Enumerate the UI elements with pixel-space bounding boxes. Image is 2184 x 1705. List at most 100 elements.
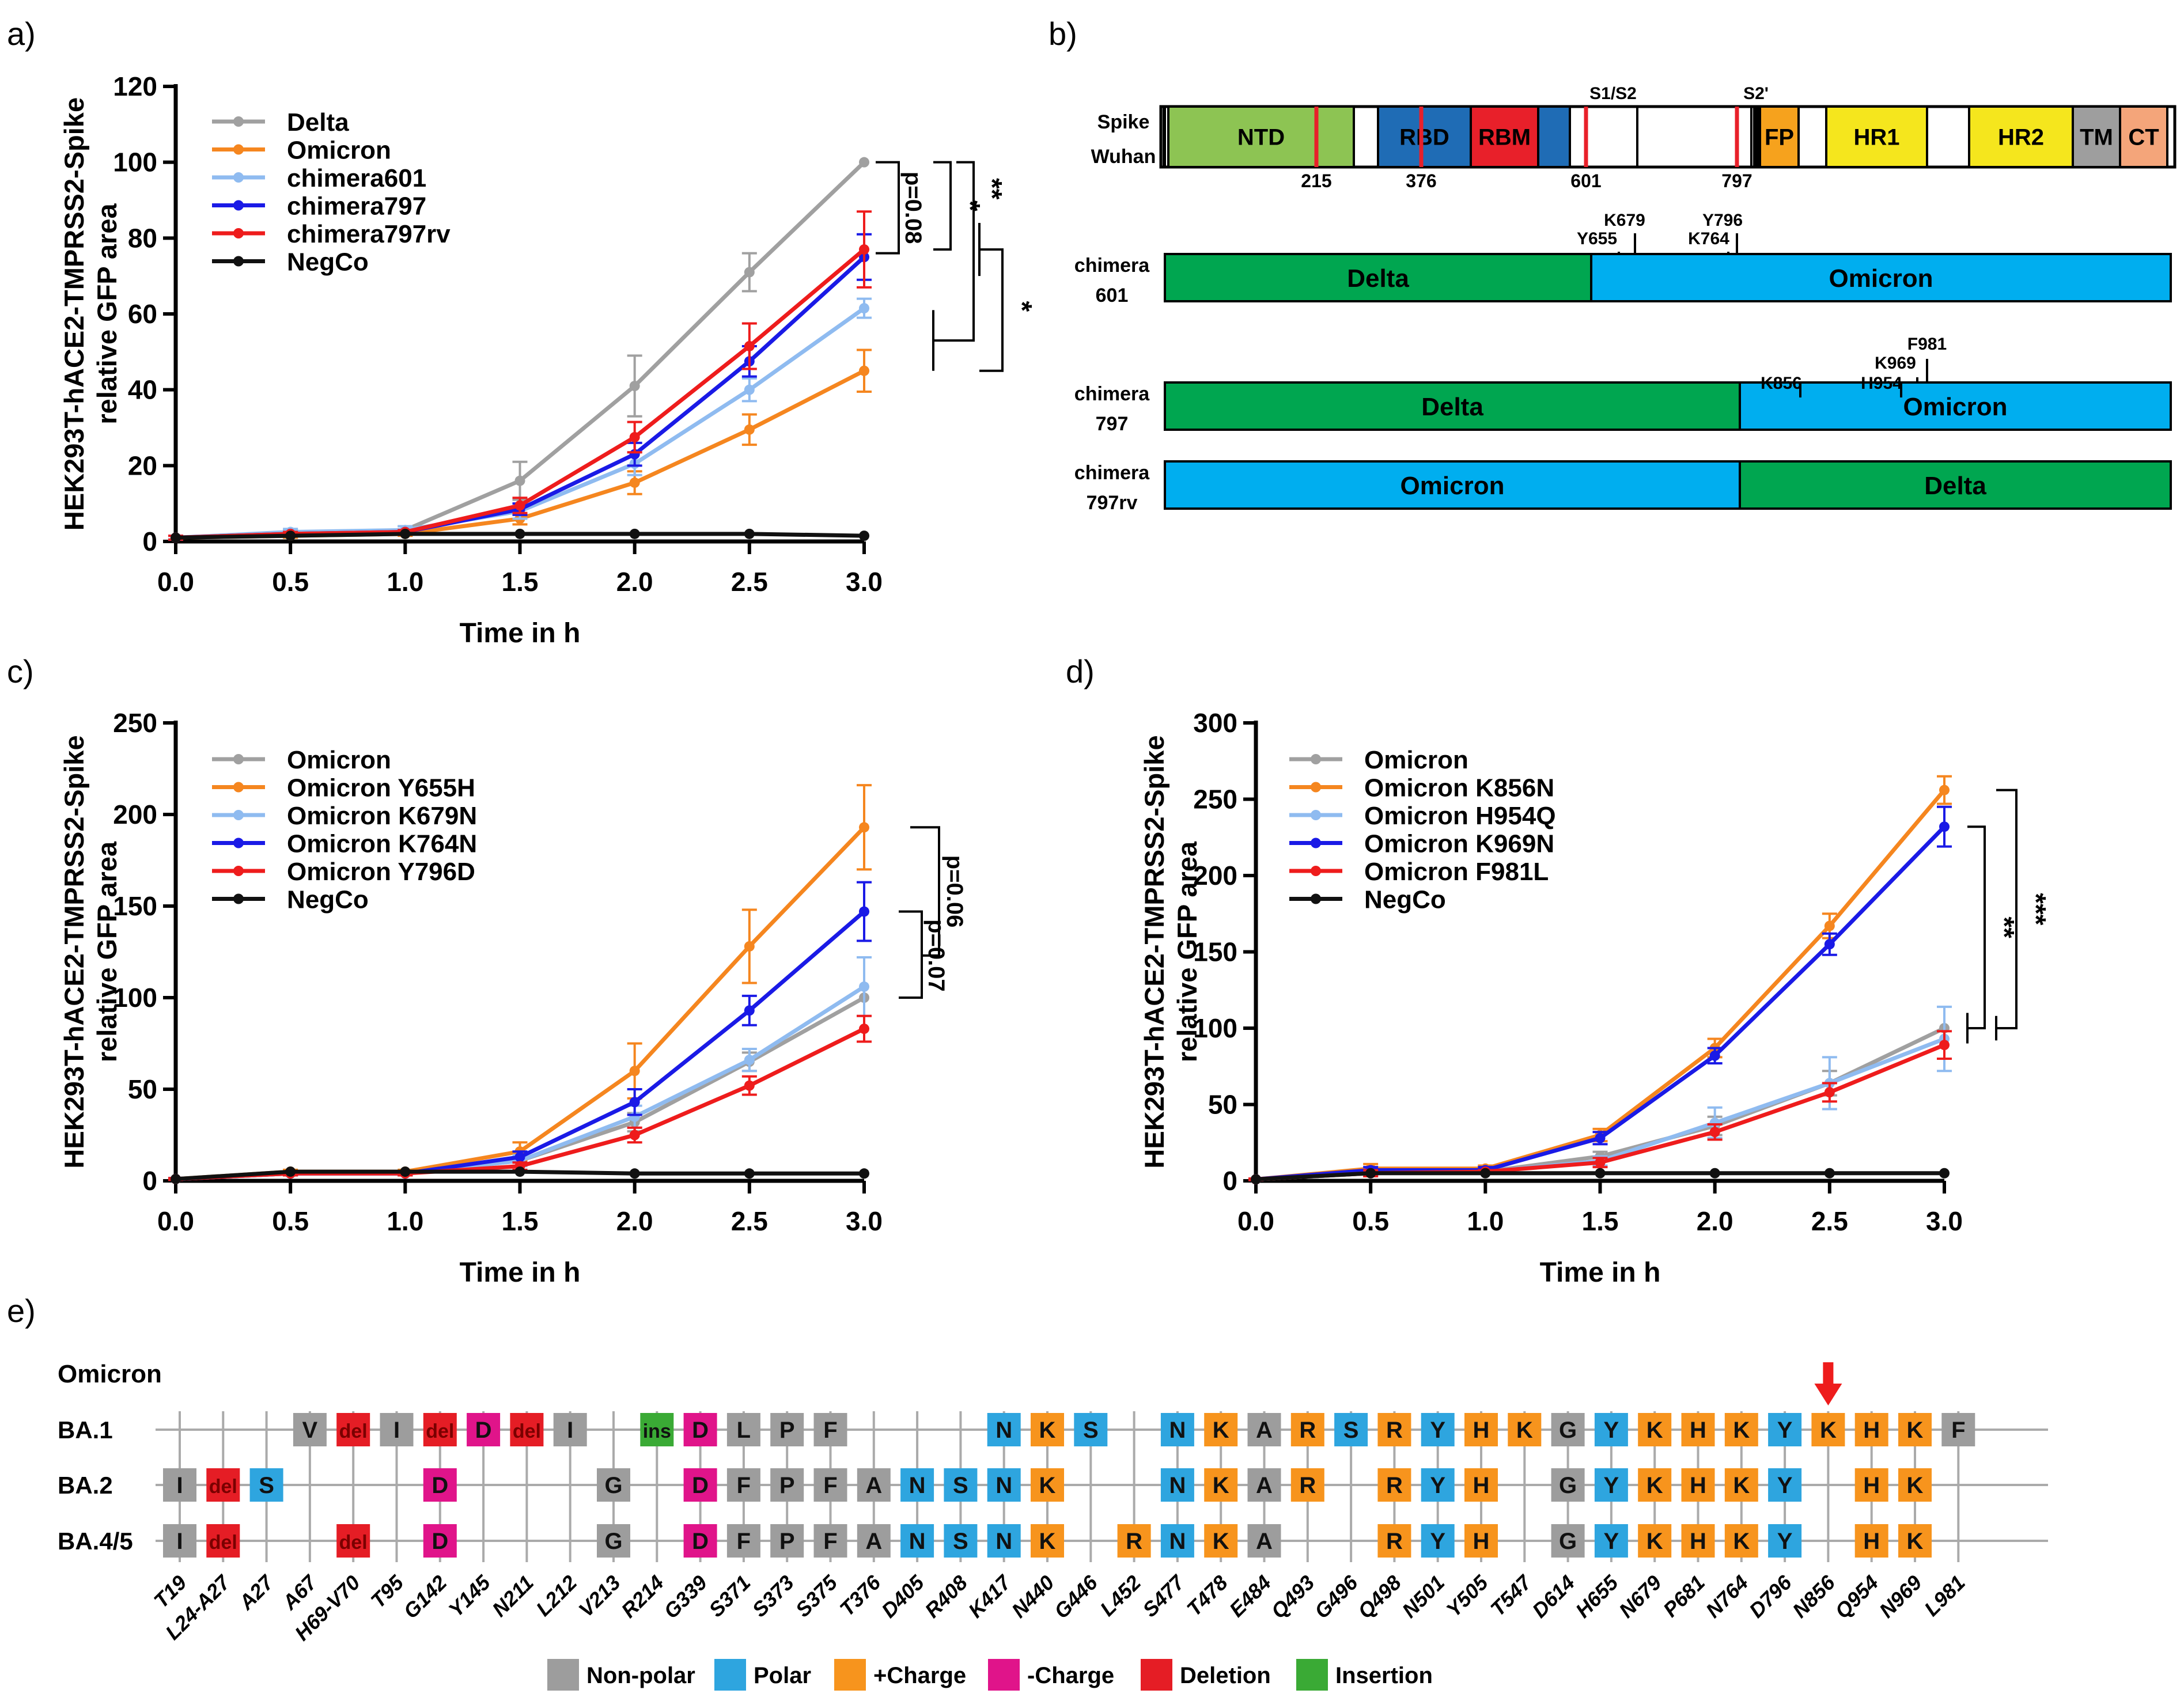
mutation-cell (1768, 1524, 1802, 1558)
mutation-cell (1160, 1468, 1194, 1502)
mutation-cell-label: D (692, 1473, 709, 1498)
mutation-cell (163, 1468, 196, 1502)
x-tick-label: 2.5 (731, 567, 768, 597)
domain-label: CT (2128, 125, 2159, 150)
mutation-cell-label: Y (1604, 1473, 1619, 1498)
mutation-cell-label: N (1169, 1529, 1186, 1554)
mutation-cell (1508, 1413, 1542, 1446)
legend-marker (233, 866, 244, 876)
y-tick-label: 60 (128, 299, 157, 329)
mutation-cell-label: L (737, 1418, 751, 1443)
mutation-cell-label: F (737, 1529, 751, 1554)
domain-box (2072, 105, 2121, 168)
position-label: R408 (920, 1571, 972, 1623)
mutation-cell (944, 1524, 978, 1558)
data-point (744, 1055, 755, 1066)
chimera-segment-label: Delta (1421, 393, 1483, 421)
y-axis-label-line1: HEK293T-hACE2-TMPRSS2-Spike (59, 735, 89, 1168)
data-point (859, 157, 869, 168)
sig-bracket (932, 161, 975, 371)
sig-bracket (933, 161, 952, 251)
legend-marker (233, 838, 244, 848)
mutation-cell (1854, 1468, 1888, 1502)
position-label: Y145 (444, 1570, 495, 1621)
x-tick-label: 3.0 (846, 1206, 883, 1236)
data-point (629, 1130, 640, 1141)
mutation-cell (813, 1468, 847, 1502)
legend-swatch (988, 1659, 1020, 1691)
data-point (744, 1080, 755, 1091)
data-point (744, 941, 755, 952)
position-label: G339 (659, 1571, 711, 1623)
mutation-cell (726, 1524, 760, 1558)
data-point (629, 528, 640, 539)
mutation-cell (336, 1524, 370, 1558)
y-tick-label: 100 (1193, 1013, 1237, 1043)
mutation-cell (1421, 1468, 1455, 1502)
domain-box (1470, 105, 1539, 168)
mutation-cell (1247, 1468, 1281, 1502)
data-point (171, 1173, 181, 1184)
data-point (285, 531, 296, 541)
mutation-cell (249, 1468, 283, 1502)
mutation-cell (1551, 1413, 1585, 1446)
y-axis-label-line2: relative GFP area (1172, 841, 1202, 1062)
mutation-cell (900, 1524, 934, 1558)
mutation-cell (1421, 1413, 1455, 1446)
mutation-cell-label: I (567, 1418, 573, 1443)
data-point (859, 303, 869, 314)
panel-label-b: b) (1049, 16, 1077, 52)
mutation-cell (770, 1413, 804, 1446)
panel-label-e: e) (7, 1293, 36, 1329)
data-point (1251, 1174, 1261, 1185)
mutation-cell (1681, 1413, 1715, 1446)
mutation-cell-label: G (1559, 1418, 1577, 1443)
legend-label: Omicron Y796D (287, 858, 475, 886)
data-point (514, 500, 525, 511)
legend-marker (233, 228, 244, 238)
mutation-cell (423, 1413, 457, 1446)
legend-label: +Charge (873, 1663, 966, 1688)
mutation-cell (1551, 1468, 1585, 1502)
mutation-cell (206, 1468, 240, 1502)
mutation-cell (1117, 1524, 1151, 1558)
legend-label: chimera797 (287, 192, 426, 221)
chimera-segment-label: Delta (1924, 472, 1986, 500)
mutation-cell-label: F (823, 1529, 837, 1554)
legend-swatch (834, 1659, 866, 1691)
mutation-cell-label: D (431, 1473, 448, 1498)
row-label: BA.4/5 (58, 1528, 133, 1555)
data-point (285, 1166, 296, 1177)
x-axis-label: Time in h (460, 1257, 581, 1288)
data-point (744, 1005, 755, 1016)
mutation-cell-label: F (823, 1473, 837, 1498)
mutation-cell-label: R (1386, 1473, 1403, 1498)
mutation-cell-label: S (953, 1473, 968, 1498)
y-axis-label-line2: relative GFP area (92, 203, 122, 425)
mutation-cell-label: K (1907, 1418, 1924, 1443)
position-label: L981 (1920, 1571, 1970, 1621)
x-tick-label: 0.5 (272, 567, 309, 597)
legend-swatch (1141, 1659, 1172, 1691)
mutation-cell (1074, 1413, 1108, 1446)
legend-marker (233, 754, 244, 764)
chart-c: HEK293T-hACE2-TMPRSS2-Spike relative GFP … (59, 708, 967, 1288)
mutation-cell (1898, 1524, 1932, 1558)
x-tick-label: 3.0 (846, 567, 883, 597)
mutation-cell (380, 1413, 414, 1446)
mutation-cell-label: Y (1430, 1529, 1445, 1554)
y-axis-label-line1: HEK293T-hACE2-TMPRSS2-Spike (59, 97, 89, 531)
x-tick-label: 2.5 (1811, 1206, 1848, 1236)
x-axis-label: Time in h (460, 618, 581, 649)
mutation-cell-label: H (1690, 1418, 1706, 1443)
position-label: K417 (964, 1570, 1016, 1622)
mutation-label: Y796 (1702, 211, 1743, 230)
mutation-cell-label: N (909, 1529, 926, 1554)
mutation-cell-label: del (339, 1532, 368, 1554)
data-point (629, 477, 640, 488)
mutation-cell (1768, 1413, 1802, 1446)
y-tick-label: 0 (142, 526, 157, 556)
position-label: D796 (1744, 1570, 1797, 1623)
mutation-cell-label: K (1733, 1418, 1750, 1443)
arrow-shaft (1823, 1362, 1834, 1386)
